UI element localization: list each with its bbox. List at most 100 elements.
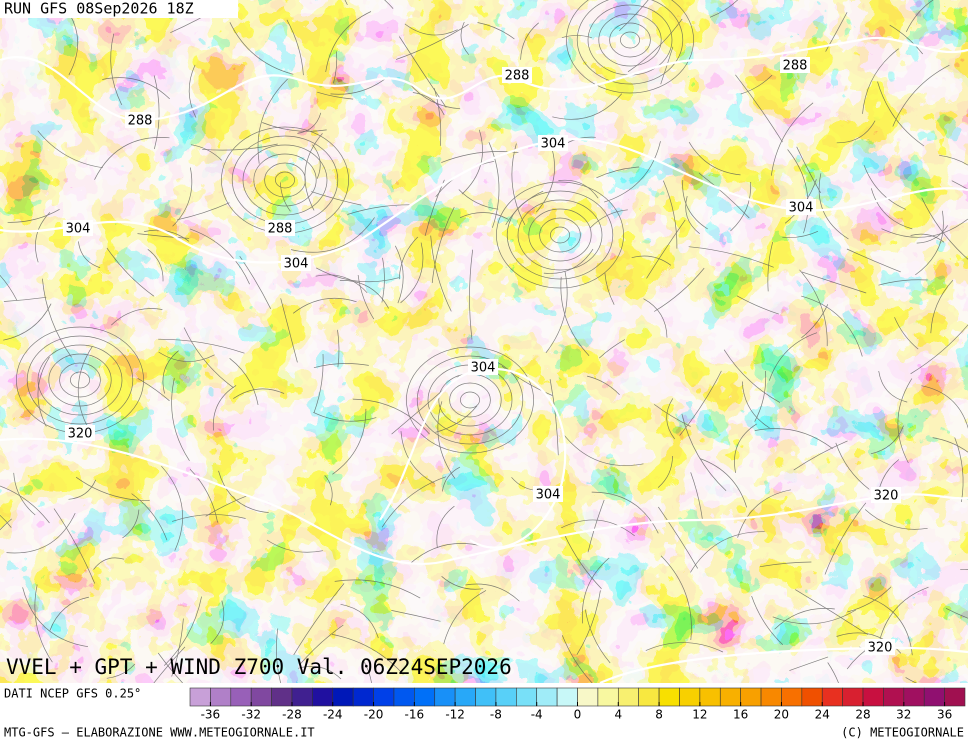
- streamline: [409, 543, 484, 565]
- streamline: [35, 212, 51, 263]
- streamline: [299, 624, 344, 666]
- streamline: [598, 339, 625, 359]
- streamline: [862, 48, 899, 114]
- streamline: [229, 22, 294, 75]
- streamline: [404, 23, 458, 36]
- colorbar-swatch: [801, 687, 823, 707]
- colorbar-swatch: [414, 687, 436, 707]
- streamline: [878, 370, 908, 403]
- streamline: [561, 35, 592, 39]
- streamline: [458, 189, 499, 210]
- streamline: [587, 499, 605, 553]
- streamline: [825, 12, 848, 52]
- contour-label-box: [63, 220, 93, 236]
- colorbar-tick-label: 28: [855, 708, 870, 722]
- streamline: [94, 137, 170, 180]
- streamline: [0, 274, 18, 301]
- streamline: [111, 308, 163, 326]
- streamline: [560, 276, 590, 356]
- streamline: [751, 595, 784, 646]
- colorbar: -36 -32 -28 -24 -20 -16 -12 -8 -4 0 4 8 12 16 20 24 28 32…: [189, 687, 966, 722]
- streamline: [604, 272, 615, 305]
- contour-label: 320: [68, 427, 93, 442]
- streamline: [550, 226, 570, 244]
- streamline: [698, 172, 750, 219]
- streamline: [391, 610, 441, 622]
- colorbar-tick-label: 8: [655, 708, 663, 722]
- streamline: [68, 479, 97, 500]
- streamline: [709, 0, 739, 18]
- streamline: [681, 413, 727, 492]
- contour-label: 304: [471, 361, 496, 376]
- streamline: [789, 656, 829, 671]
- streamline: [22, 587, 89, 648]
- streamline: [620, 31, 640, 49]
- streamline: [894, 317, 919, 350]
- streamline: [264, 162, 306, 198]
- streamline: [921, 197, 968, 260]
- contour-label-box: [468, 359, 498, 375]
- streamline: [153, 646, 186, 683]
- colorbar-swatch: [944, 687, 966, 707]
- colorbar-tick-label: -20: [364, 708, 384, 722]
- colorbar-swatch: [577, 687, 599, 707]
- streamline: [394, 245, 404, 304]
- contour-label-box: [538, 135, 568, 151]
- streamline: [183, 327, 234, 389]
- colorbar-swatch: [312, 687, 334, 707]
- streamline: [13, 472, 36, 516]
- contour-label-box: [780, 57, 810, 73]
- colorbar-tick-label: 16: [733, 708, 748, 722]
- streamline: [505, 190, 544, 225]
- streamline: [26, 335, 134, 425]
- streamline: [939, 154, 968, 166]
- streamline: [793, 440, 848, 471]
- streamline: [511, 143, 526, 226]
- colorbar-swatch: [556, 687, 578, 707]
- streamline: [584, 609, 611, 664]
- streamline: [75, 476, 150, 501]
- streamline: [189, 468, 218, 523]
- streamline: [441, 576, 484, 590]
- streamline: [102, 77, 170, 100]
- streamline: [147, 249, 164, 282]
- colorbar-swatch: [597, 687, 619, 707]
- streamline: [847, 586, 892, 613]
- streamline: [836, 120, 876, 144]
- streamline: [905, 0, 934, 32]
- streamline: [297, 112, 322, 134]
- streamline: [654, 267, 705, 312]
- streamline: [690, 472, 703, 520]
- streamline: [357, 274, 375, 320]
- streamline: [737, 489, 791, 538]
- streamline: [381, 476, 447, 528]
- streamline: [459, 212, 509, 220]
- colorbar-tick-label: -24: [323, 708, 343, 722]
- streamline: [723, 349, 781, 403]
- colorbar-tick-label: 32: [896, 708, 911, 722]
- streamline: [932, 437, 968, 453]
- colorbar-tick-label: 36: [937, 708, 952, 722]
- streamline: [188, 64, 197, 118]
- streamline: [122, 509, 140, 539]
- colorbar-swatch: [536, 687, 558, 707]
- streamline: [945, 607, 968, 619]
- contour-label-box: [265, 220, 295, 236]
- colorbar-swatch: [454, 687, 476, 707]
- colorbar-swatch: [699, 687, 721, 707]
- streamline: [316, 267, 399, 283]
- streamline: [653, 404, 691, 427]
- contour-label: 320: [868, 641, 893, 656]
- contour-label: 288: [268, 222, 293, 237]
- contour-label: 304: [66, 222, 91, 237]
- streamline: [604, 141, 661, 203]
- streamline: [53, 508, 96, 584]
- streamline: [37, 356, 50, 427]
- streamline: [465, 583, 520, 602]
- streamline: [286, 19, 304, 76]
- contour-label-box: [125, 112, 155, 128]
- streamline: [253, 153, 317, 207]
- streamline: [870, 188, 913, 230]
- streamline: [767, 241, 774, 292]
- streamline: [951, 180, 968, 190]
